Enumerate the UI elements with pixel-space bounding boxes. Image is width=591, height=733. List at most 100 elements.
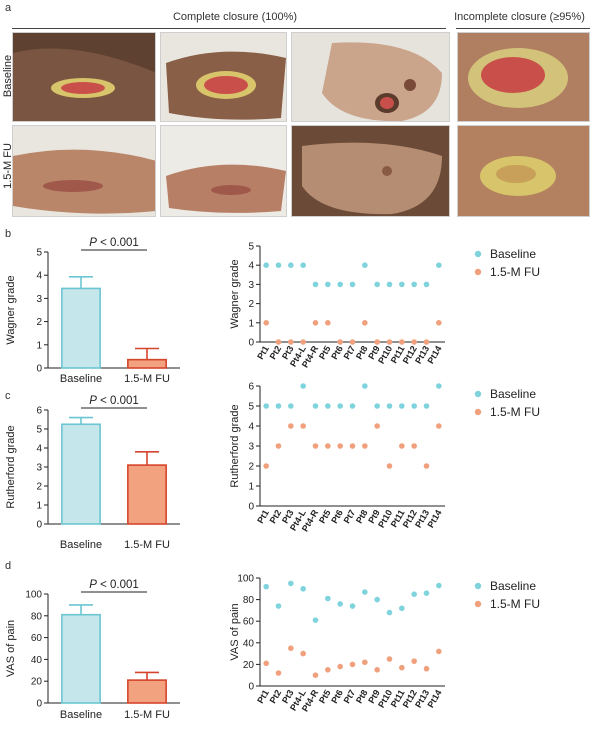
legend-marker: [474, 582, 482, 590]
data-point-baseline: [300, 262, 306, 268]
legend-marker: [474, 268, 482, 276]
x-category-label: 1.5-M FU: [124, 709, 170, 721]
data-point-1-5-m-fu: [300, 339, 306, 345]
y-tick-label: 0: [36, 520, 42, 531]
data-point-baseline: [411, 403, 417, 409]
y-tick-label: 3: [248, 280, 254, 291]
y-tick-label: 40: [243, 638, 255, 649]
data-point-baseline: [325, 595, 331, 602]
y-tick-label: 4: [248, 261, 254, 272]
data-point-baseline: [300, 383, 306, 389]
y-tick-label: 100: [25, 590, 42, 601]
data-point-1-5-m-fu: [312, 443, 319, 449]
data-point-baseline: [300, 586, 306, 592]
legend-label: Baseline: [490, 247, 536, 261]
y-tick-label: 3: [248, 442, 254, 453]
y-tick-label: 5: [36, 425, 42, 436]
data-point-baseline: [423, 590, 430, 596]
y-axis-label: Wagner grade: [5, 275, 17, 344]
bar-1-5-m-fu: [127, 679, 167, 704]
x-category-label: 1.5-M FU: [124, 539, 170, 551]
y-tick-label: 5: [36, 248, 42, 259]
data-point-1-5-m-fu: [288, 339, 294, 345]
data-point-baseline: [312, 403, 319, 409]
wound-photo-pt-b-baseline: [160, 32, 287, 122]
data-point-baseline: [386, 403, 393, 409]
data-point-baseline: [349, 403, 356, 409]
data-point-baseline: [349, 281, 356, 288]
legend-marker: [474, 600, 482, 608]
data-point-1-5-m-fu: [423, 463, 430, 469]
data-point-1-5-m-fu: [423, 339, 430, 345]
panel-letter-c: c: [5, 390, 11, 402]
y-tick-label: 6: [36, 406, 42, 417]
data-point-1-5-m-fu: [386, 339, 393, 345]
wound-photo-pt-c-followup: [291, 125, 450, 217]
legend-label: 1.5-M FU: [490, 405, 540, 419]
complete-closure-header: Complete closure (100%): [172, 11, 298, 23]
y-tick-label: 0: [36, 364, 42, 375]
y-tick-label: 2: [36, 482, 42, 493]
x-category-label: Baseline: [60, 709, 102, 721]
legend-label: Baseline: [490, 579, 536, 593]
data-point-baseline: [436, 582, 442, 589]
data-point-baseline: [325, 281, 331, 288]
data-point-baseline: [312, 281, 319, 288]
y-tick-label: 6: [248, 382, 254, 393]
y-tick-label: 0: [248, 502, 254, 513]
data-point-baseline: [288, 262, 294, 268]
y-tick-label: 2: [36, 317, 42, 328]
data-point-baseline: [263, 262, 269, 268]
wound-photo-pt-a-followup: [12, 125, 156, 217]
data-point-baseline: [374, 281, 380, 288]
legend-label: 1.5-M FU: [490, 597, 540, 611]
data-point-baseline: [337, 403, 343, 409]
y-tick-label: 1: [36, 501, 42, 512]
data-point-1-5-m-fu: [349, 339, 356, 345]
data-point-baseline: [399, 281, 405, 288]
y-axis-label: VAS of pain: [229, 603, 241, 660]
bar-chart-wagner: 0 1 2 3 4 5 Wagner grade Baseline 1.5-M FU P < 0.…: [5, 237, 180, 385]
y-tick-label: 3: [36, 463, 42, 474]
legend-marker: [474, 250, 482, 258]
data-point-baseline: [436, 383, 442, 389]
bar-chart-rutherford: 0 1 2 3 4 5 6 Rutherford grade Baseline 1.5-M FU P…: [5, 395, 180, 551]
y-tick-label: 60: [31, 633, 43, 644]
bar-baseline: [61, 287, 101, 369]
data-point-1-5-m-fu: [374, 423, 380, 429]
y-tick-label: 5: [248, 242, 254, 253]
data-point-baseline: [423, 403, 430, 409]
data-point-1-5-m-fu: [312, 320, 319, 326]
y-tick-label: 20: [31, 677, 43, 688]
data-point-1-5-m-fu: [288, 645, 294, 651]
y-axis-label: Rutherford grade: [229, 404, 241, 487]
y-tick-label: 2: [248, 299, 254, 310]
incomplete-closure-rule: [456, 28, 590, 29]
data-point-1-5-m-fu: [312, 672, 319, 678]
data-point-baseline: [423, 281, 430, 288]
y-tick-label: 1: [36, 340, 42, 351]
panel-letter-b: b: [5, 228, 12, 240]
x-category-label: Baseline: [60, 373, 102, 385]
data-point-baseline: [263, 403, 269, 409]
data-point-1-5-m-fu: [436, 648, 442, 655]
data-point-1-5-m-fu: [411, 658, 417, 664]
data-point-1-5-m-fu: [337, 663, 343, 670]
data-point-baseline: [325, 403, 331, 409]
wound-photo-pt-d-followup: [457, 125, 590, 217]
y-tick-label: 0: [248, 338, 254, 349]
data-point-1-5-m-fu: [325, 320, 331, 326]
wound-photo-pt-a-baseline: [12, 32, 156, 122]
data-point-1-5-m-fu: [411, 443, 417, 449]
y-tick-label: 1: [248, 318, 254, 329]
y-tick-label: 4: [36, 444, 42, 455]
data-point-1-5-m-fu: [436, 423, 442, 429]
data-point-baseline: [374, 403, 380, 409]
data-point-baseline: [436, 262, 442, 268]
y-tick-label: 80: [31, 611, 43, 622]
data-point-baseline: [312, 617, 319, 623]
incomplete-closure-header: Incomplete closure (≥95%): [454, 11, 585, 23]
data-point-1-5-m-fu: [288, 423, 294, 429]
